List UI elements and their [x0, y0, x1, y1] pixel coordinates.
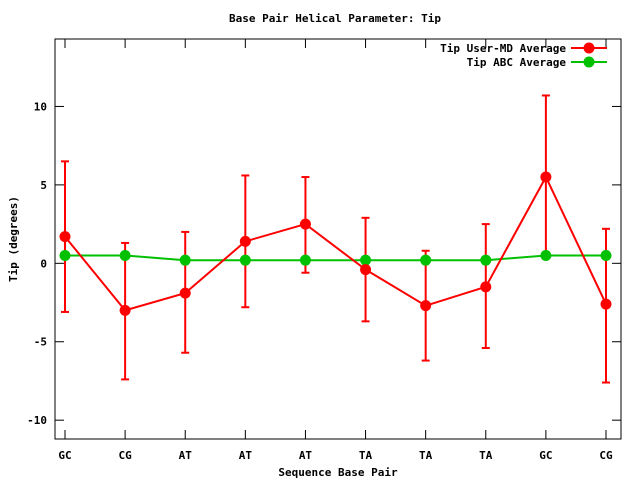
y-tick-label: 10	[34, 100, 47, 113]
series-line	[65, 254, 606, 262]
data-point	[299, 218, 311, 230]
x-tick-label: AT	[299, 449, 313, 462]
data-point	[59, 249, 71, 261]
data-point	[59, 231, 71, 243]
series-line	[64, 174, 607, 312]
y-tick-label: -5	[34, 336, 47, 349]
x-tick-label: AT	[179, 449, 193, 462]
data-point	[540, 249, 552, 261]
x-tick-label: TA	[479, 449, 493, 462]
plot-frame	[54, 38, 622, 440]
data-point	[239, 254, 251, 266]
x-tick-label: TA	[359, 449, 373, 462]
chart-title: Base Pair Helical Parameter: Tip	[229, 12, 441, 25]
x-tick-label: TA	[419, 449, 433, 462]
series-points	[59, 171, 612, 316]
legend-label: Tip ABC Average	[467, 56, 567, 69]
data-point	[119, 304, 131, 316]
series-lines	[64, 174, 607, 312]
y-tick-label: 5	[40, 179, 47, 192]
data-point	[239, 235, 251, 247]
x-tick-label: GC	[539, 449, 552, 462]
data-point	[600, 249, 612, 261]
legend-marker	[583, 56, 595, 68]
legend-label: Tip User-MD Average	[440, 42, 566, 55]
data-point	[600, 298, 612, 310]
data-point	[480, 254, 492, 266]
data-point	[420, 300, 432, 312]
axis-ticks: -10 -5 0 5 10 GC CG AT AT AT TA TA TA GC CG	[27, 39, 621, 462]
x-axis-label: Sequence Base Pair	[278, 466, 398, 479]
x-tick-label: CG	[118, 449, 132, 462]
error-bars	[61, 94, 610, 384]
data-point	[119, 249, 131, 261]
y-axis-label: Tip (degrees)	[7, 196, 20, 282]
x-tick-label: AT	[239, 449, 253, 462]
x-tick-label: CG	[599, 449, 613, 462]
data-point	[540, 171, 552, 183]
data-point	[360, 254, 372, 266]
data-point	[360, 264, 372, 276]
data-point	[420, 254, 432, 266]
y-tick-label: 0	[40, 257, 47, 270]
data-point	[299, 254, 311, 266]
x-tick-label: GC	[58, 449, 71, 462]
data-point	[179, 254, 191, 266]
data-point	[480, 281, 492, 293]
legend-marker	[583, 42, 595, 54]
y-tick-label: -10	[27, 414, 47, 427]
data-point	[179, 287, 191, 299]
